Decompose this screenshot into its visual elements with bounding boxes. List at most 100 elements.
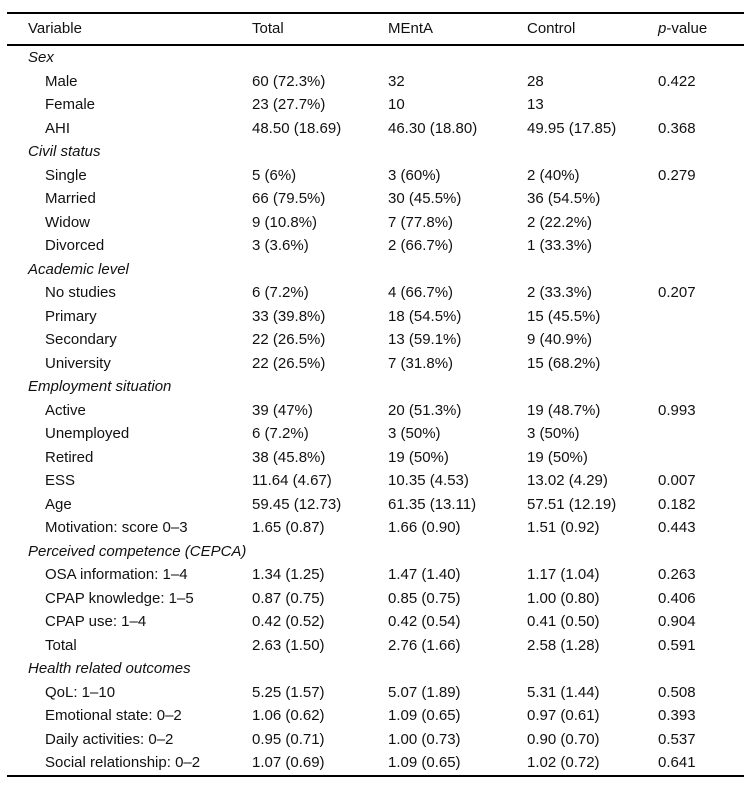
table-row: No studies 6 (7.2%) 4 (66.7%) 2 (33.3%) 0.20… — [7, 281, 744, 305]
menta-cell: 61.35 (13.11) — [388, 495, 477, 513]
table-row: OSA information: 1–4 1.34 (1.25) 1.47 (1.4… — [7, 563, 744, 587]
variable-cell: Active — [45, 401, 86, 419]
pvalue-cell: 0.368 — [658, 119, 696, 137]
total-cell: 0.95 (0.71) — [252, 730, 325, 748]
menta-cell: 10.35 (4.53) — [388, 472, 469, 490]
menta-cell: 1.47 (1.40) — [388, 566, 461, 584]
control-cell: 2 (22.2%) — [527, 213, 593, 231]
section-title: Sex — [28, 49, 54, 67]
control-cell: 13 — [527, 96, 544, 114]
table-row: Retired 38 (45.8%) 19 (50%) 19 (50%) — [7, 446, 744, 470]
menta-cell: 2 (66.7%) — [388, 237, 454, 255]
control-cell: 1 (33.3%) — [527, 237, 593, 255]
column-header-total: Total — [252, 20, 284, 37]
pvalue-cell: 0.393 — [658, 707, 696, 725]
control-cell: 2 (40%) — [527, 166, 580, 184]
pvalue-cell: 0.007 — [658, 472, 696, 490]
table-row: QoL: 1–10 5.25 (1.57) 5.07 (1.89) 5.31 (1.4… — [7, 681, 744, 705]
pvalue-cell: 0.182 — [658, 495, 696, 513]
table-row: Daily activities: 0–2 0.95 (0.71) 1.00 (0.… — [7, 728, 744, 752]
control-cell: 19 (50%) — [527, 448, 588, 466]
control-cell: 2.58 (1.28) — [527, 636, 600, 654]
variable-cell: Age — [45, 495, 72, 513]
table-top-rule — [7, 12, 744, 14]
variable-cell: Male — [45, 72, 78, 90]
table-row: Male 60 (72.3%) 32 28 0.422 — [7, 70, 744, 94]
menta-cell: 19 (50%) — [388, 448, 449, 466]
control-cell: 1.00 (0.80) — [527, 589, 600, 607]
menta-cell: 3 (50%) — [388, 425, 441, 443]
table-row: Single 5 (6%) 3 (60%) 2 (40%) 0.279 — [7, 164, 744, 188]
pvalue-cell: 0.279 — [658, 166, 696, 184]
total-cell: 1.06 (0.62) — [252, 707, 325, 725]
table-body: Sex Male 60 (72.3%) 32 28 0.422 Female 23 (27.7… — [7, 46, 744, 775]
table-row: Unemployed 6 (7.2%) 3 (50%) 3 (50%) — [7, 422, 744, 446]
menta-cell: 5.07 (1.89) — [388, 683, 461, 701]
variable-cell: OSA information: 1–4 — [45, 566, 188, 584]
section-header-row: Academic level — [7, 258, 744, 282]
control-cell: 1.51 (0.92) — [527, 519, 600, 537]
control-cell: 15 (45.5%) — [527, 307, 601, 325]
menta-cell: 18 (54.5%) — [388, 307, 462, 325]
pvalue-cell: 0.993 — [658, 401, 696, 419]
menta-cell: 3 (60%) — [388, 166, 441, 184]
total-cell: 1.07 (0.69) — [252, 754, 325, 772]
total-cell: 0.87 (0.75) — [252, 589, 325, 607]
pvalue-cell: 0.537 — [658, 730, 696, 748]
total-cell: 1.34 (1.25) — [252, 566, 325, 584]
menta-cell: 30 (45.5%) — [388, 190, 462, 208]
control-cell: 1.02 (0.72) — [527, 754, 600, 772]
section-title: Employment situation — [28, 378, 172, 396]
menta-cell: 1.09 (0.65) — [388, 754, 461, 772]
control-cell: 13.02 (4.29) — [527, 472, 608, 490]
total-cell: 23 (27.7%) — [252, 96, 326, 114]
control-cell: 57.51 (12.19) — [527, 495, 617, 513]
total-cell: 38 (45.8%) — [252, 448, 326, 466]
section-header-row: Perceived competence (CEPCA) — [7, 540, 744, 564]
total-cell: 33 (39.8%) — [252, 307, 326, 325]
control-cell: 0.41 (0.50) — [527, 613, 600, 631]
control-cell: 5.31 (1.44) — [527, 683, 600, 701]
variable-cell: Social relationship: 0–2 — [45, 754, 201, 772]
section-title: Civil status — [28, 143, 101, 161]
variable-cell: Unemployed — [45, 425, 130, 443]
variable-cell: Divorced — [45, 237, 105, 255]
column-header-menta: MEntA — [388, 20, 434, 37]
pvalue-italic-p: p — [658, 20, 667, 37]
section-header-row: Sex — [7, 46, 744, 70]
menta-cell: 4 (66.7%) — [388, 284, 454, 302]
section-header-row: Health related outcomes — [7, 657, 744, 681]
table-row: ESS 11.64 (4.67) 10.35 (4.53) 13.02 (4.29) 0… — [7, 469, 744, 493]
pvalue-cell: 0.591 — [658, 636, 696, 654]
control-cell: 1.17 (1.04) — [527, 566, 600, 584]
pvalue-cell: 0.641 — [658, 754, 696, 772]
variable-cell: Total — [45, 636, 77, 654]
variable-cell: AHI — [45, 119, 71, 137]
variable-cell: Motivation: score 0–3 — [45, 519, 188, 537]
total-cell: 9 (10.8%) — [252, 213, 318, 231]
table-row: Widow 9 (10.8%) 7 (77.8%) 2 (22.2%) — [7, 211, 744, 235]
section-header-row: Employment situation — [7, 375, 744, 399]
pvalue-rest: -value — [666, 20, 708, 37]
table-row: Motivation: score 0–3 1.65 (0.87) 1.66 (0.… — [7, 516, 744, 540]
total-cell: 60 (72.3%) — [252, 72, 326, 90]
table-row: Social relationship: 0–2 1.07 (0.69) 1.09 … — [7, 751, 744, 775]
table-row: Secondary 22 (26.5%) 13 (59.1%) 9 (40.9%) — [7, 328, 744, 352]
table-row: Age 59.45 (12.73) 61.35 (13.11) 57.51 (12.1… — [7, 493, 744, 517]
variable-cell: Emotional state: 0–2 — [45, 707, 182, 725]
column-header-variable: Variable — [28, 20, 82, 37]
pvalue-cell: 0.422 — [658, 72, 696, 90]
total-cell: 2.63 (1.50) — [252, 636, 325, 654]
variable-cell: Widow — [45, 213, 91, 231]
table-row: Active 39 (47%) 20 (51.3%) 19 (48.7%) 0.993 — [7, 399, 744, 423]
section-title: Health related outcomes — [28, 660, 191, 678]
total-cell: 39 (47%) — [252, 401, 313, 419]
total-cell: 5.25 (1.57) — [252, 683, 325, 701]
column-header-pvalue: p-value — [658, 20, 744, 37]
pvalue-cell: 0.207 — [658, 284, 696, 302]
total-cell: 66 (79.5%) — [252, 190, 326, 208]
variable-cell: Primary — [45, 307, 97, 325]
total-cell: 3 (3.6%) — [252, 237, 309, 255]
table-header-rule — [7, 43, 744, 46]
